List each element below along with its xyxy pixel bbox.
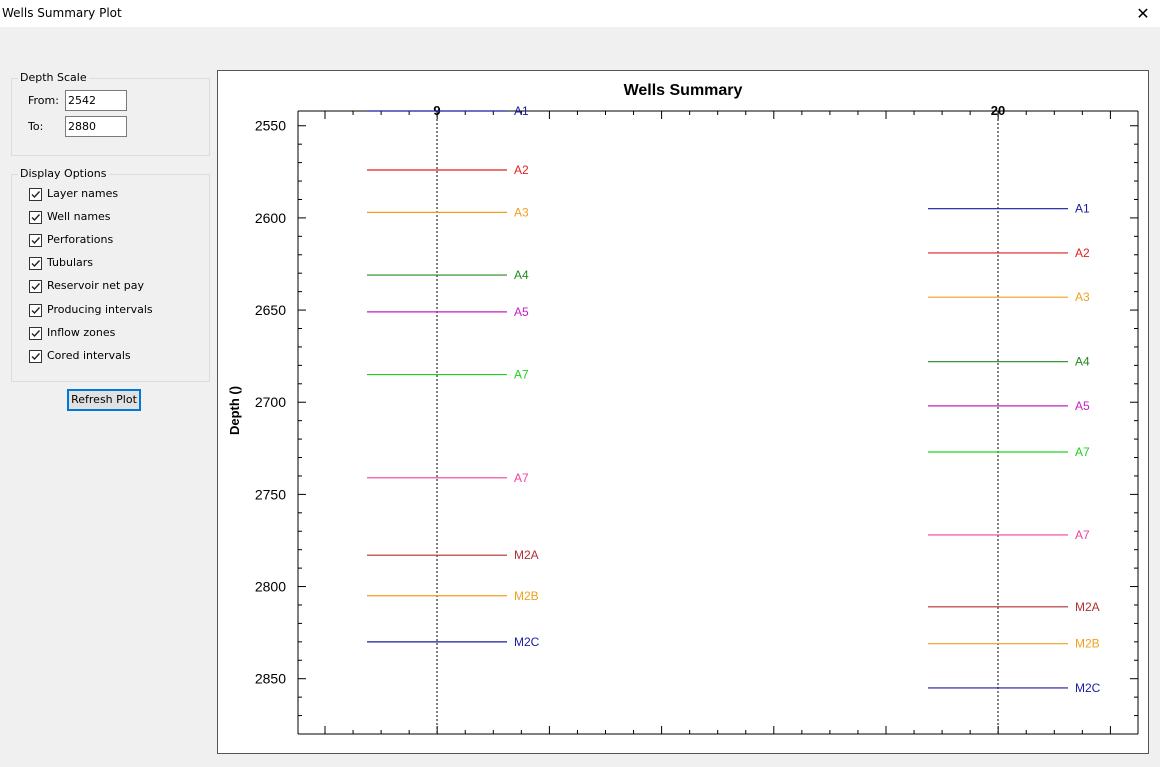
layer-name-label: A5: [1075, 399, 1090, 413]
y-tick-label: 2700: [255, 394, 286, 410]
y-tick-label: 2800: [255, 579, 286, 595]
checkmark-icon: [31, 191, 41, 199]
layer-name-label: M2A: [1075, 600, 1100, 614]
checkbox-label: Perforations: [47, 233, 114, 247]
checkmark-icon: [31, 237, 41, 245]
layer-name-label: A4: [1075, 355, 1090, 369]
checkbox-label: Inflow zones: [47, 325, 116, 339]
layer-name-label: M2C: [514, 635, 540, 649]
to-label: To:: [28, 120, 44, 133]
layer-name-label: A7: [1075, 445, 1090, 459]
well-name-label: 20: [991, 103, 1005, 118]
y-tick-label: 2600: [255, 210, 286, 226]
chart-title: Wells Summary: [624, 82, 743, 99]
y-axis-label: Depth (): [227, 386, 242, 435]
checkbox-inflow-zones[interactable]: [29, 326, 42, 340]
checkbox-producing-intervals[interactable]: [29, 303, 42, 317]
checkbox-tubulars[interactable]: [29, 257, 42, 271]
checkbox-label: Producing intervals: [47, 302, 153, 316]
depth-scale-group: Depth Scale: [11, 71, 210, 156]
layer-name-label: A1: [1075, 202, 1090, 216]
layer-name-label: A3: [1075, 290, 1090, 304]
layer-name-label: M2C: [1075, 681, 1101, 695]
checkmark-icon: [31, 283, 41, 291]
depth-scale-legend: Depth Scale: [18, 71, 89, 84]
layer-name-label: M2A: [514, 548, 539, 562]
from-label: From:: [28, 94, 59, 107]
layer-name-label: A5: [514, 305, 529, 319]
plot-panel: Wells Summary 2550 2600 2650 2700 2750 2800 285…: [217, 70, 1149, 754]
from-input[interactable]: [65, 90, 127, 111]
checkmark-icon: [31, 306, 41, 314]
checkbox-layer-names[interactable]: [29, 188, 42, 201]
checkbox-label: Tubulars: [47, 256, 94, 270]
layer-name-label: A2: [514, 163, 529, 177]
close-icon[interactable]: ✕: [1136, 4, 1150, 23]
display-options-group: Display Options: [11, 167, 210, 382]
window-title: Wells Summary Plot: [2, 6, 122, 20]
checkmark-icon: [31, 260, 41, 268]
layer-name-label: A7: [514, 471, 529, 485]
layer-name-label: A7: [514, 368, 529, 382]
checkbox-label: Layer names: [47, 187, 119, 200]
y-tick-label: 2650: [255, 302, 286, 318]
checkbox-cored-intervals[interactable]: [29, 349, 42, 363]
checkbox-perforations[interactable]: [29, 234, 42, 248]
refresh-plot-button[interactable]: Refresh Plot: [67, 389, 141, 411]
checkbox-reservoir-net-pay[interactable]: [29, 280, 42, 294]
y-tick-label: 2750: [255, 486, 286, 502]
y-tick-label: 2850: [255, 671, 286, 687]
checkbox-label: Cored intervals: [47, 348, 131, 362]
checkmark-icon: [31, 329, 41, 337]
to-input[interactable]: [65, 116, 127, 137]
layer-name-label: A2: [1075, 246, 1090, 260]
layer-name-label: A1: [514, 104, 529, 118]
wells-summary-chart: Wells Summary 2550 2600 2650 2700 2750 2800 285…: [227, 82, 1139, 735]
layer-name-label: M2B: [514, 589, 539, 603]
checkmark-icon: [31, 352, 41, 360]
layer-name-label: A7: [1075, 528, 1090, 542]
checkmark-icon: [31, 214, 41, 222]
y-tick-label: 2550: [255, 118, 286, 134]
checkbox-label: Well names: [47, 210, 111, 224]
layer-name-label: M2B: [1075, 637, 1100, 651]
title-bar: Wells Summary Plot ✕: [0, 0, 1160, 27]
layer-name-label: A4: [514, 268, 529, 282]
display-options-legend: Display Options: [18, 167, 109, 180]
checkbox-label: Reservoir net pay: [47, 279, 145, 293]
checkbox-well-names[interactable]: [29, 211, 42, 225]
layer-name-label: A3: [514, 205, 529, 219]
